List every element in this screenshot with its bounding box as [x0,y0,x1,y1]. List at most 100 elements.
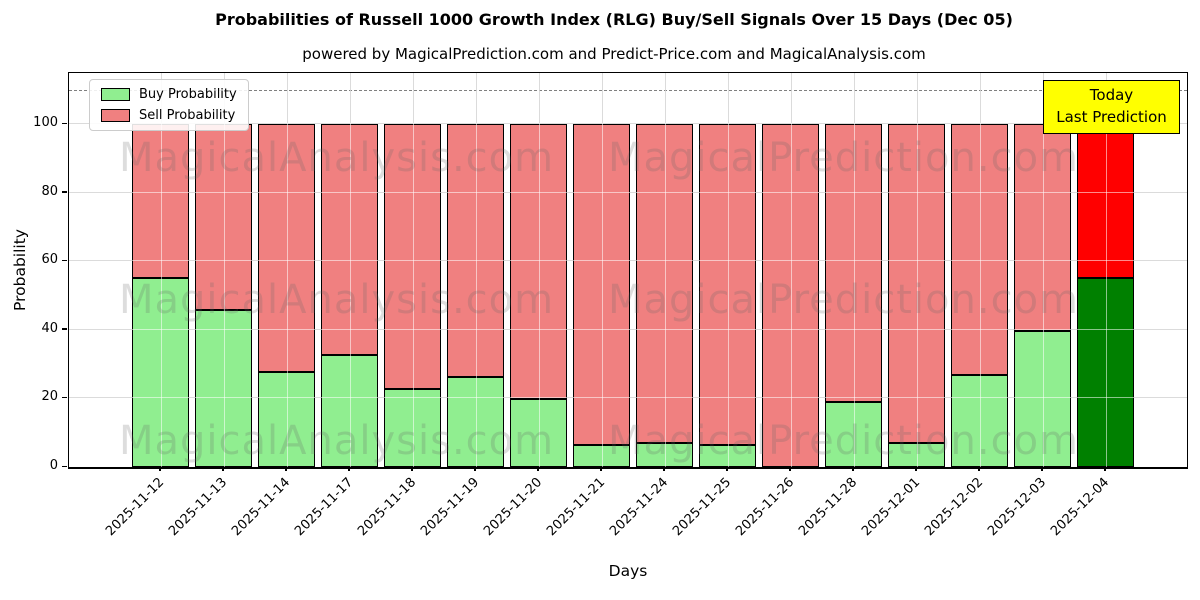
v-gridline-13 [979,73,981,467]
bar-2025-11-25 [699,124,756,467]
bar-slot-2025-11-13 [192,73,255,467]
bar-segment-sell [385,125,440,388]
bar-segment-sell [574,125,629,444]
bar-segment-sell [826,125,881,402]
today-annotation: Today Last Prediction [1043,80,1180,134]
x-tick-mark-2025-11-26 [789,466,791,471]
v-gridline-3 [349,73,351,467]
v-gridline-14 [1042,73,1044,467]
x-tick-label-2025-12-04: 2025-12-04 [1048,475,1113,540]
bar-segment-buy [259,370,314,466]
x-tick-label-2025-12-01: 2025-12-01 [859,475,924,540]
y-tick-label-100: 100 [33,115,58,131]
threshold-dashed-line [69,90,1187,92]
today-annotation-line1: Today [1089,86,1134,105]
y-axis-label: Probability [11,229,29,311]
x-tick-mark-2025-11-17 [348,466,350,471]
x-tick-mark-2025-11-14 [285,466,287,471]
bar-slot-2025-11-21 [570,73,633,467]
bar-segment-sell [637,125,692,443]
bar-segment-sell [700,125,755,444]
sell-swatch-icon [101,109,130,122]
v-gridline-10 [790,73,792,467]
x-tick-label-2025-11-14: 2025-11-14 [229,475,294,540]
bar-segment-sell [1015,125,1070,330]
v-gridline-2 [286,73,288,467]
bar-2025-11-21 [573,124,630,467]
y-tick-label-80: 80 [41,183,58,199]
x-tick-label-2025-12-02: 2025-12-02 [922,475,987,540]
bar-segment-sell [511,125,566,398]
bar-segment-buy [448,375,503,466]
x-tick-label-2025-11-13: 2025-11-13 [166,475,231,540]
y-tick-mark-60 [62,259,67,262]
bar-segment-sell [196,125,251,310]
bar-slot-2025-11-25 [696,73,759,467]
chart-title: Probabilities of Russell 1000 Growth Ind… [215,10,1013,29]
x-tick-label-2025-11-24: 2025-11-24 [607,475,672,540]
bar-2025-12-04 [1077,124,1134,467]
x-axis-label: Days [608,562,648,580]
v-gridline-9 [727,73,729,467]
legend-sell-label: Sell Probability [139,108,236,123]
bar-segment-sell [322,125,377,354]
plot-area: MagicalAnalysis.com MagicalPrediction.com… [68,72,1188,469]
bar-segment-buy [322,353,377,466]
x-tick-label-2025-11-17: 2025-11-17 [292,475,357,540]
y-tick-mark-20 [62,396,67,399]
bar-slot-2025-11-17 [318,73,381,467]
bar-segment-buy [133,276,188,466]
bar-slot-2025-12-02 [948,73,1011,467]
x-tick-mark-2025-11-19 [474,466,476,471]
y-tick-mark-0 [62,465,67,467]
x-tick-mark-2025-11-25 [726,466,728,471]
h-gridline-20 [69,397,1187,399]
bar-2025-11-17 [321,124,378,467]
today-annotation-line2: Last Prediction [1056,108,1167,126]
buy-swatch-icon [101,88,130,101]
bar-2025-11-19 [447,124,504,467]
bar-2025-12-01 [888,124,945,467]
x-tick-label-2025-11-21: 2025-11-21 [544,475,609,540]
v-gridline-7 [601,73,603,467]
bar-segment-buy-today [1078,276,1133,466]
x-tick-mark-2025-11-12 [159,466,161,471]
y-tick-mark-100 [62,122,67,125]
bar-segment-buy [574,443,629,466]
v-gridline-5 [475,73,477,467]
x-tick-mark-2025-12-03 [1041,466,1043,471]
x-tick-mark-2025-11-20 [537,466,539,471]
bar-2025-11-18 [384,124,441,467]
bar-segment-sell [133,125,188,277]
x-tick-label-2025-11-20: 2025-11-20 [481,475,546,540]
x-tick-label-2025-11-19: 2025-11-19 [418,475,483,540]
x-tick-label-2025-11-12: 2025-11-12 [103,475,168,540]
v-gridline-1 [223,73,225,467]
bar-slot-2025-11-18 [381,73,444,467]
y-tick-label-20: 20 [41,389,58,405]
v-gridline-6 [538,73,540,467]
y-tick-label-60: 60 [41,252,58,268]
y-tick-label-0: 0 [49,458,58,473]
bar-slot-2025-12-04 [1074,73,1137,467]
bar-segment-sell [952,125,1007,375]
x-tick-mark-2025-12-01 [915,466,917,471]
bar-2025-12-02 [951,124,1008,467]
bar-2025-11-20 [510,124,567,467]
v-gridline-12 [916,73,918,467]
x-tick-label-2025-11-28: 2025-11-28 [796,475,861,540]
bar-segment-sell [448,125,503,376]
x-tick-mark-2025-11-18 [411,466,413,471]
v-gridline-11 [853,73,855,467]
x-tick-mark-2025-11-28 [852,466,854,471]
v-gridline-0 [160,73,162,467]
x-tick-mark-2025-11-13 [222,466,224,471]
bar-slot-2025-11-20 [507,73,570,467]
bar-segment-buy [826,401,881,466]
bar-segment-buy [637,442,692,466]
legend-item-buy: Buy Probability [101,87,237,102]
v-gridline-15 [1105,73,1107,467]
y-tick-mark-80 [62,191,67,193]
bar-slot-2025-11-19 [444,73,507,467]
